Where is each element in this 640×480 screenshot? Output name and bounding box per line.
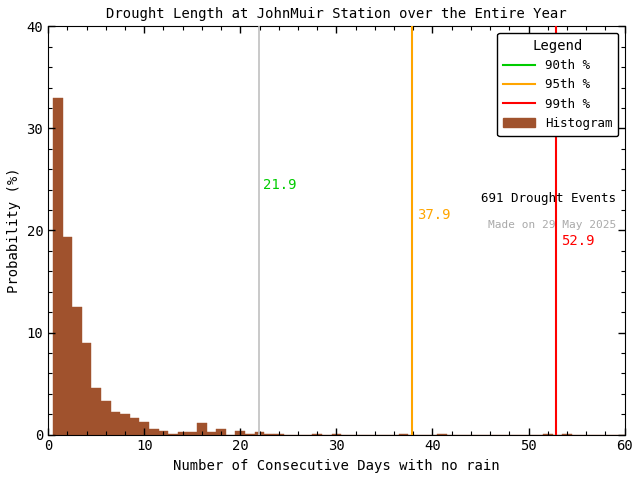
Bar	[72, 307, 82, 434]
Bar	[399, 433, 408, 434]
Text: Made on 29 May 2025: Made on 29 May 2025	[488, 220, 616, 230]
Bar	[63, 237, 72, 434]
Text: 691 Drought Events: 691 Drought Events	[481, 192, 616, 204]
Bar	[111, 412, 120, 434]
Bar	[264, 433, 274, 434]
Bar	[255, 432, 264, 434]
Text: 37.9: 37.9	[417, 208, 451, 222]
Bar	[543, 433, 552, 434]
Bar	[120, 414, 130, 434]
Bar	[130, 418, 140, 434]
Bar	[92, 388, 101, 434]
Bar	[159, 431, 168, 434]
Title: Drought Length at JohnMuir Station over the Entire Year: Drought Length at JohnMuir Station over …	[106, 7, 566, 21]
Text: 52.9: 52.9	[561, 234, 595, 248]
Bar	[101, 401, 111, 434]
Bar	[207, 432, 216, 434]
Bar	[149, 429, 159, 434]
Bar	[197, 423, 207, 434]
Bar	[216, 429, 226, 434]
Bar	[562, 433, 572, 434]
Legend: 90th %, 95th %, 99th %, Histogram: 90th %, 95th %, 99th %, Histogram	[497, 33, 618, 136]
Bar	[245, 433, 255, 434]
Bar	[274, 433, 284, 434]
Bar	[53, 98, 63, 434]
Bar	[168, 433, 178, 434]
Bar	[178, 432, 188, 434]
Bar	[188, 432, 197, 434]
Bar	[312, 433, 322, 434]
Bar	[332, 433, 341, 434]
Bar	[236, 431, 245, 434]
Bar	[140, 422, 149, 434]
Y-axis label: Probability (%): Probability (%)	[7, 168, 21, 293]
X-axis label: Number of Consecutive Days with no rain: Number of Consecutive Days with no rain	[173, 459, 500, 473]
Text: 21.9: 21.9	[264, 178, 297, 192]
Bar	[437, 433, 447, 434]
Bar	[82, 343, 92, 434]
